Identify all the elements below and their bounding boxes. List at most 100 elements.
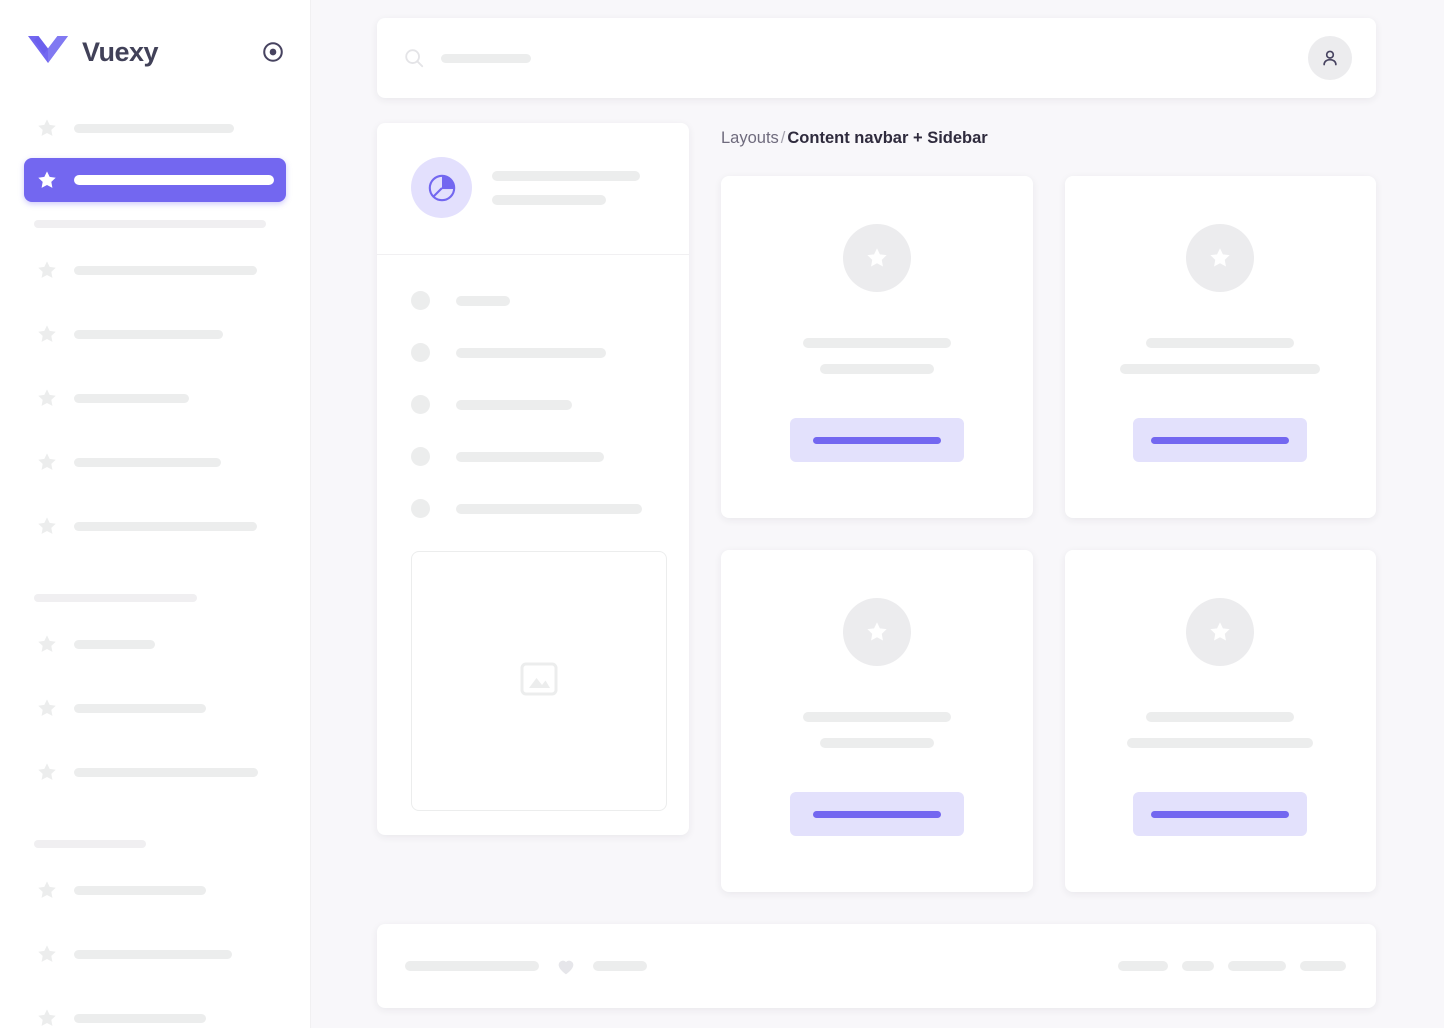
breadcrumb-separator: / (780, 129, 786, 147)
sidebar-item-3[interactable] (24, 248, 286, 292)
skeleton-line[interactable] (1182, 961, 1214, 971)
star-icon (36, 1007, 58, 1028)
content-row: Layouts / Content navbar + Sidebar (377, 123, 1376, 892)
tile-card-2[interactable] (1064, 176, 1376, 518)
image-placeholder-icon (519, 659, 559, 704)
tile-card-3[interactable] (721, 550, 1033, 892)
tile-card-1[interactable] (721, 176, 1033, 518)
sidebar-item-label (74, 703, 206, 713)
footer-right-group (1118, 961, 1346, 971)
vuexy-chevron-logo-icon (26, 33, 70, 71)
sidebar-item-7[interactable] (24, 504, 286, 548)
sidebar-item-8[interactable] (24, 622, 286, 666)
sidebar-item-label (74, 457, 221, 467)
sidebar-item-label (74, 123, 234, 133)
breadcrumb-current: Content navbar + Sidebar (787, 129, 988, 147)
tile-lines (1127, 712, 1314, 748)
left-panel (377, 123, 689, 835)
tile-action-button[interactable] (1133, 418, 1308, 462)
sidebar-item-12[interactable] (24, 932, 286, 976)
star-icon (36, 323, 58, 345)
button-label-bar (812, 436, 941, 444)
skeleton-line (802, 338, 951, 348)
main-content: Layouts / Content navbar + Sidebar (311, 0, 1444, 1028)
star-icon (36, 879, 58, 901)
sidebar-section-divider (34, 840, 146, 848)
star-icon (842, 224, 911, 292)
skeleton-line[interactable] (1228, 961, 1286, 971)
star-icon (36, 387, 58, 409)
tile-lines (802, 338, 951, 374)
list-item[interactable] (411, 395, 665, 414)
star-icon (1186, 598, 1255, 666)
tile-action-button[interactable] (789, 418, 964, 462)
spacer (24, 738, 286, 750)
breadcrumb: Layouts / Content navbar + Sidebar (721, 123, 1376, 176)
sidebar-item-label (74, 1013, 206, 1023)
sidebar-item-label (74, 767, 258, 777)
spacer (24, 300, 286, 312)
skeleton-line[interactable] (1118, 961, 1168, 971)
tile-action-button[interactable] (1133, 792, 1308, 836)
button-label-bar (812, 810, 941, 818)
sidebar-item-label (74, 265, 257, 275)
skeleton-line (819, 364, 934, 374)
star-icon (36, 943, 58, 965)
spacer (24, 984, 286, 996)
avatar[interactable] (1308, 36, 1352, 80)
sidebar-item-6[interactable] (24, 440, 286, 484)
image-placeholder[interactable] (411, 551, 667, 811)
star-icon (36, 761, 58, 783)
skeleton-line (1127, 738, 1314, 748)
footer-bar (377, 924, 1376, 1008)
list-item[interactable] (411, 343, 665, 362)
sidebar-section-divider (34, 220, 266, 228)
search-input[interactable] (441, 53, 531, 63)
star-icon (36, 697, 58, 719)
skeleton-line[interactable] (1300, 961, 1346, 971)
sidebar-item-label (74, 949, 232, 959)
list-item[interactable] (411, 447, 665, 466)
star-icon (36, 633, 58, 655)
search-icon[interactable] (403, 47, 425, 69)
topbar (377, 18, 1376, 98)
tile-action-button[interactable] (789, 792, 964, 836)
bullet-icon (411, 343, 430, 362)
spacer (24, 492, 286, 504)
sidebar-item-label (74, 639, 155, 649)
list-item[interactable] (411, 499, 665, 518)
sidebar-item-4[interactable] (24, 312, 286, 356)
star-icon (842, 598, 911, 666)
sidebar-item-1[interactable] (24, 106, 286, 150)
spacer (24, 920, 286, 932)
sidebar-item-13[interactable] (24, 996, 286, 1028)
skeleton-line (456, 451, 604, 462)
list-item[interactable] (411, 291, 665, 310)
breadcrumb-parent[interactable]: Layouts (721, 129, 779, 147)
sidebar-group-3 (24, 622, 286, 794)
skeleton-line (1120, 364, 1321, 374)
sidebar-item-11[interactable] (24, 868, 286, 912)
panel-header (377, 123, 689, 255)
star-icon (36, 259, 58, 281)
bullet-icon (411, 499, 430, 518)
button-label-bar (1151, 436, 1290, 444)
skeleton-line (593, 961, 647, 971)
sidebar-item-2-active[interactable] (24, 158, 286, 202)
sidebar-item-9[interactable] (24, 686, 286, 730)
skeleton-line (1146, 338, 1295, 348)
sidebar-item-10[interactable] (24, 750, 286, 794)
sidebar-item-5[interactable] (24, 376, 286, 420)
skeleton-line (819, 738, 934, 748)
skeleton-line (405, 961, 539, 971)
skeleton-line (456, 295, 510, 306)
bullet-icon (411, 395, 430, 414)
sidebar-group-4 (24, 868, 286, 1028)
sidebar-group-1 (24, 106, 286, 202)
tile-lines (1120, 338, 1321, 374)
right-column: Layouts / Content navbar + Sidebar (721, 123, 1376, 892)
heart-icon[interactable] (555, 955, 577, 977)
tile-card-4[interactable] (1064, 550, 1376, 892)
pin-toggle-icon[interactable] (260, 39, 286, 65)
